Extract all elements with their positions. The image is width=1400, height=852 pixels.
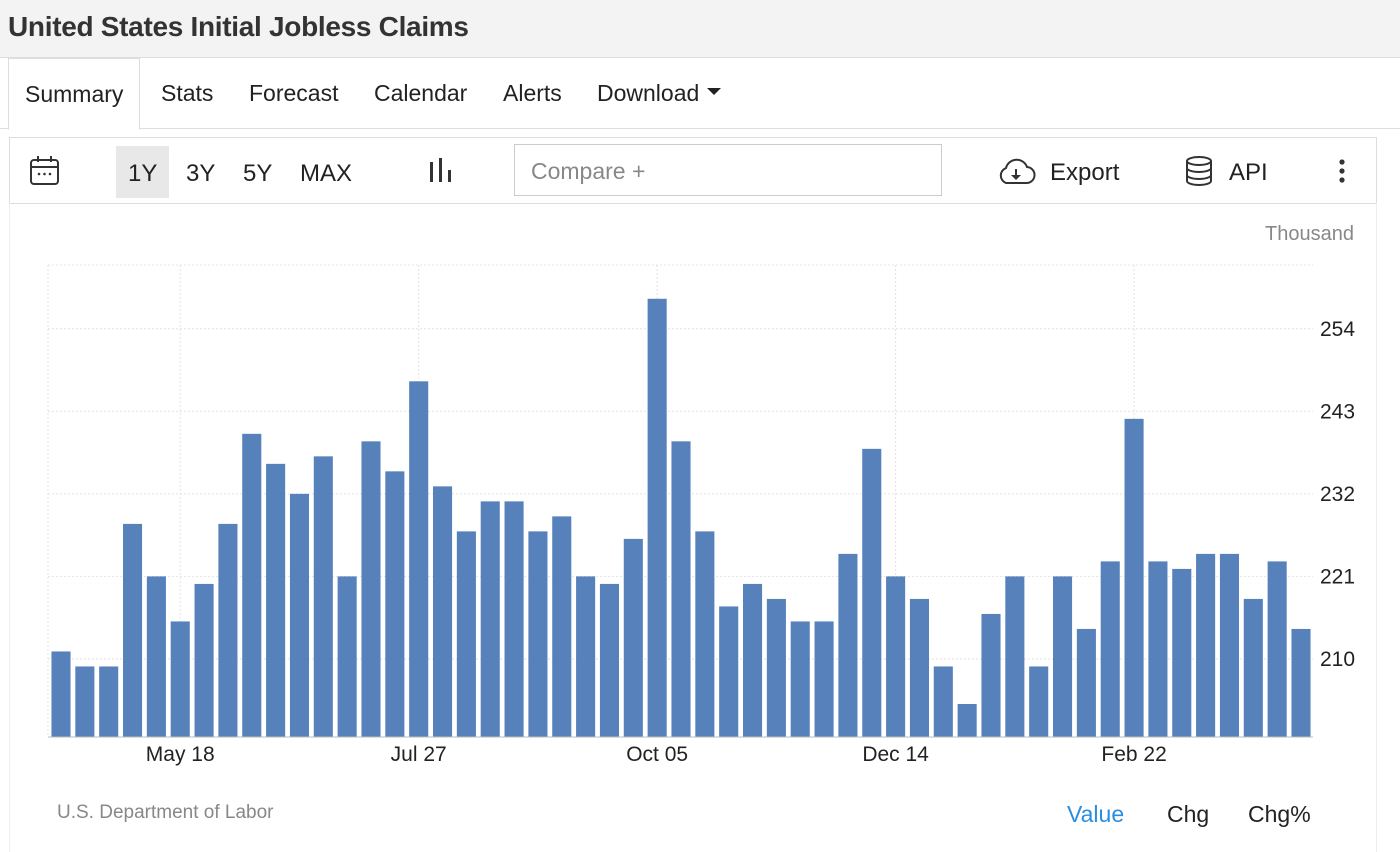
bar xyxy=(528,531,548,737)
bar xyxy=(385,471,405,737)
bar xyxy=(242,433,262,737)
bar xyxy=(433,486,453,737)
range-button[interactable]: 3Y xyxy=(186,160,216,187)
caret xyxy=(707,88,722,96)
bar xyxy=(409,381,429,737)
bar xyxy=(909,598,929,737)
range-button[interactable]: MAX xyxy=(300,160,353,187)
y-tick-label: 210 xyxy=(1320,648,1355,671)
bar xyxy=(170,621,190,737)
bar xyxy=(1005,576,1025,737)
bar xyxy=(99,666,119,737)
header: United States Initial Jobless Claims xyxy=(0,0,1400,58)
tab[interactable]: Stats xyxy=(161,80,214,106)
bar xyxy=(1124,418,1144,737)
export-icon[interactable] xyxy=(996,158,1036,186)
api-button[interactable]: API xyxy=(1229,159,1268,186)
bar xyxy=(623,538,643,737)
bar xyxy=(862,448,882,737)
bar xyxy=(51,651,71,737)
bar xyxy=(671,441,691,737)
bar xyxy=(1029,666,1049,737)
bar xyxy=(1100,561,1120,737)
toolbar: 1Y 3Y 5Y MAX Compare + Export API xyxy=(9,137,1377,204)
bar xyxy=(1267,561,1287,737)
bar xyxy=(886,576,906,737)
x-tick-label: Jul 27 xyxy=(391,743,447,766)
bar xyxy=(218,523,238,737)
bar xyxy=(313,456,333,737)
bar xyxy=(576,576,596,737)
range-button[interactable]: 5Y xyxy=(243,160,273,187)
tab[interactable]: Download xyxy=(597,58,722,128)
bar xyxy=(599,583,619,737)
bar xyxy=(838,553,858,737)
bar xyxy=(337,576,357,737)
bar xyxy=(743,583,763,737)
bar xyxy=(1076,628,1096,737)
more-menu[interactable] xyxy=(1336,158,1348,184)
unit-label: Thousand xyxy=(1265,223,1354,245)
bar xyxy=(1291,628,1311,737)
tab[interactable]: Alerts xyxy=(503,80,562,106)
bar xyxy=(1148,561,1168,737)
bar xyxy=(146,576,166,737)
bar xyxy=(981,613,1001,737)
bar xyxy=(504,501,524,737)
page-title: United States Initial Jobless Claims xyxy=(8,11,469,42)
y-tick-label: 254 xyxy=(1320,318,1355,341)
bar xyxy=(75,666,95,737)
tab-label: Download xyxy=(597,80,700,106)
export-button[interactable]: Export xyxy=(1050,159,1120,186)
chart-panel xyxy=(9,203,1377,852)
bar xyxy=(1243,598,1263,737)
bar xyxy=(123,523,143,737)
bar xyxy=(790,621,810,737)
bar xyxy=(194,583,214,737)
bar xyxy=(266,463,286,737)
tab[interactable]: Summary xyxy=(8,58,141,130)
mode-button[interactable]: Chg% xyxy=(1248,801,1311,827)
bar xyxy=(933,666,953,737)
bar xyxy=(456,531,476,737)
x-tick-label: May 18 xyxy=(146,743,215,766)
compare-input[interactable]: Compare + xyxy=(514,144,942,196)
bar xyxy=(1196,553,1216,737)
bar xyxy=(480,501,500,737)
mode-button[interactable]: Chg xyxy=(1167,801,1210,827)
bar xyxy=(1172,568,1192,737)
x-tick-label: Oct 05 xyxy=(626,743,688,766)
bar xyxy=(647,298,667,737)
y-tick-label: 243 xyxy=(1320,400,1355,423)
y-tick-label: 232 xyxy=(1320,483,1355,506)
tab-bar: Summary Stats Forecast Calendar Alerts D… xyxy=(0,58,1400,130)
x-tick-label: Dec 14 xyxy=(862,743,929,766)
bar xyxy=(552,516,572,737)
calendar-icon[interactable] xyxy=(28,154,62,188)
bar xyxy=(1219,553,1239,737)
bar xyxy=(361,441,381,737)
bar xyxy=(1053,576,1073,737)
source: U.S. Department of Labor xyxy=(57,802,274,823)
bar xyxy=(695,531,715,737)
y-tick-label: 221 xyxy=(1320,565,1355,588)
x-tick-label: Feb 22 xyxy=(1101,743,1166,766)
bar xyxy=(957,703,977,737)
tab[interactable]: Forecast xyxy=(249,80,339,106)
bar xyxy=(814,621,834,737)
bar xyxy=(289,493,309,737)
chart-type-icon[interactable] xyxy=(428,158,454,184)
tab[interactable]: Calendar xyxy=(374,80,468,106)
bar xyxy=(766,598,786,737)
bar xyxy=(719,606,739,737)
api-icon[interactable] xyxy=(1184,155,1214,187)
mode-button[interactable]: Value xyxy=(1067,801,1125,827)
range-button[interactable]: 1Y xyxy=(116,146,170,198)
